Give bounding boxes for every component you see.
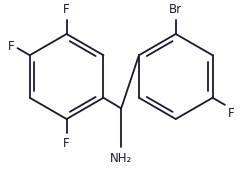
Text: F: F — [227, 107, 234, 120]
Text: F: F — [8, 40, 14, 53]
Text: NH₂: NH₂ — [110, 152, 132, 165]
Text: Br: Br — [169, 3, 182, 16]
Text: F: F — [63, 3, 70, 16]
Text: F: F — [63, 137, 70, 150]
